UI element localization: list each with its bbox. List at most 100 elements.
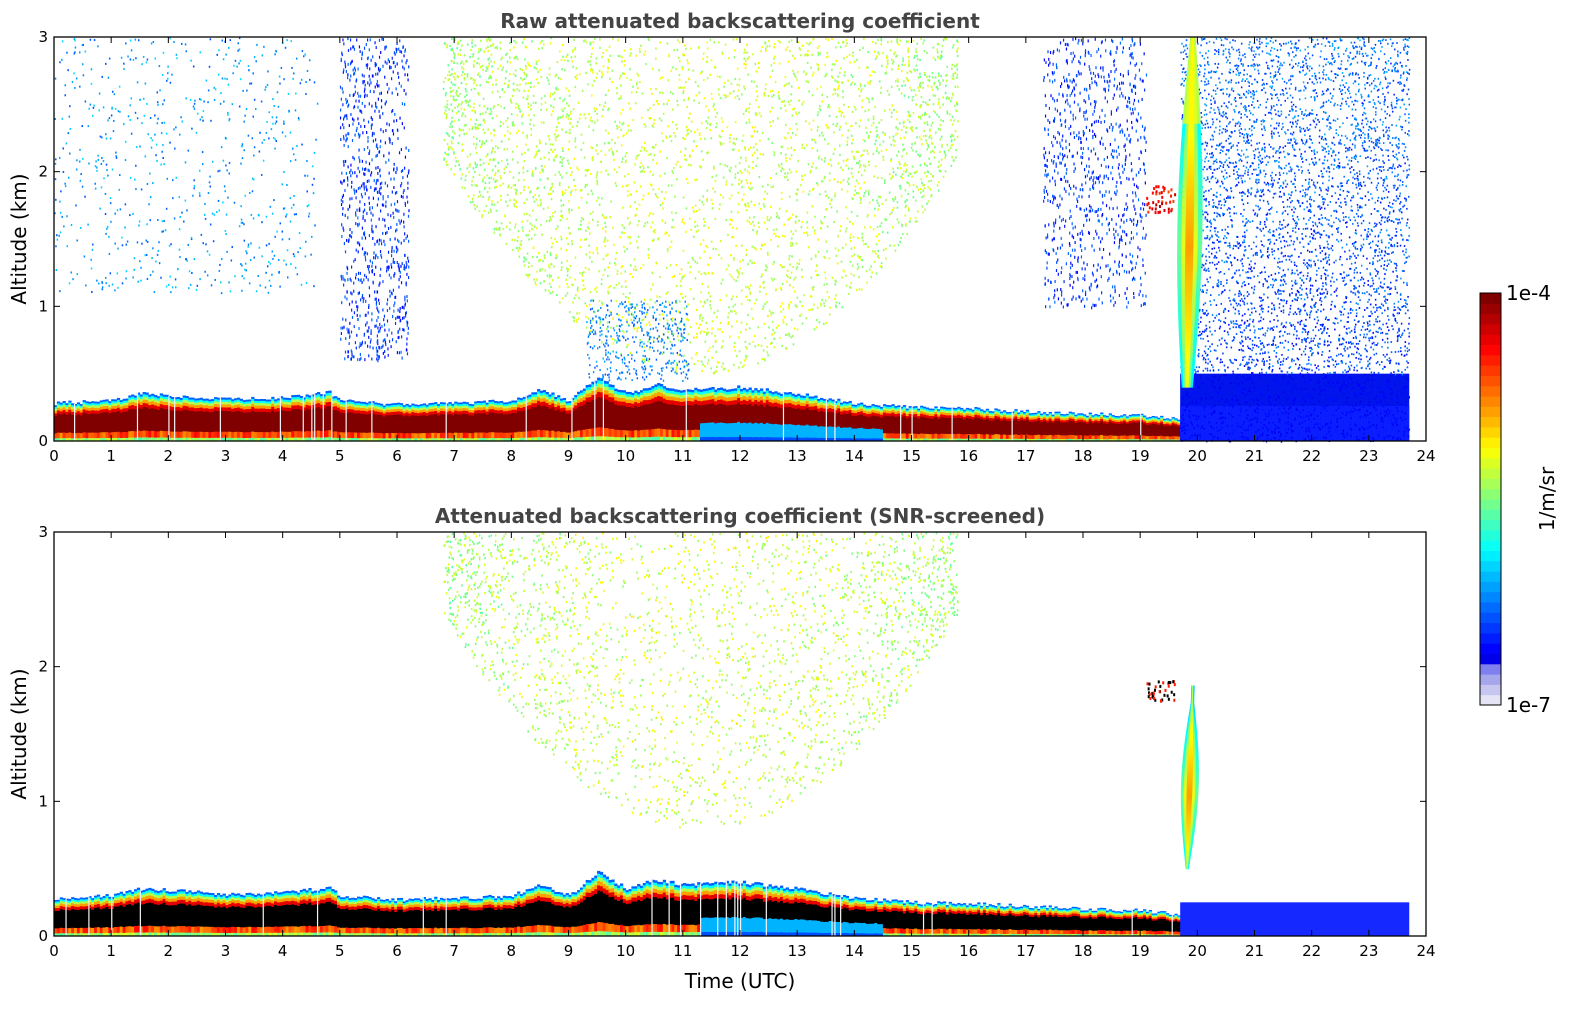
top-boundary-layer-cell	[1097, 438, 1101, 442]
top-aerosol-speckle	[513, 46, 515, 49]
top-boundary-layer-cell	[1151, 421, 1155, 424]
top-boundary-layer-cell	[111, 400, 115, 404]
top-aerosol-speckle	[689, 288, 692, 291]
top-boundary-layer-cell	[62, 401, 66, 403]
top-aerosol-speckle	[511, 150, 514, 153]
top-aerosol-speckle	[595, 290, 598, 293]
top-boundary-layer-cell	[194, 402, 198, 406]
top-boundary-layer-cell	[208, 431, 212, 438]
top-boundary-layer-cell	[402, 410, 406, 414]
top-boundary-layer-cell	[1168, 436, 1173, 440]
top-boundary-layer-cell	[276, 437, 281, 442]
top-boundary-layer-cell	[565, 405, 569, 408]
top-boundary-layer-cell	[1060, 435, 1064, 440]
top-boundary-layer-cell	[699, 391, 704, 395]
top-boundary-layer-cell	[76, 403, 81, 407]
top-boundary-layer-cell	[688, 394, 692, 398]
top-boundary-layer-cell	[517, 399, 521, 402]
top-boundary-layer-cell	[1057, 412, 1061, 415]
top-aerosol-speckle	[643, 358, 646, 361]
top-aerosol-speckle	[900, 236, 902, 240]
top-boundary-layer-cell	[1151, 415, 1155, 418]
top-boundary-layer-cell	[1171, 417, 1175, 419]
top-boundary-layer-cell	[1051, 415, 1055, 418]
top-boundary-layer-cell	[162, 437, 166, 442]
top-aerosol-speckle	[645, 150, 648, 153]
top-boundary-layer-cell	[514, 412, 518, 433]
top-boundary-layer-cell	[362, 403, 366, 406]
top-aerosol-speckle	[545, 108, 548, 111]
top-boundary-layer-cell	[1074, 418, 1078, 421]
top-boundary-layer-cell	[554, 406, 558, 411]
top-boundary-layer-cell	[1025, 409, 1030, 412]
top-boundary-layer-cell	[1028, 419, 1032, 422]
top-boundary-layer-cell	[477, 401, 481, 403]
top-boundary-layer-cell	[642, 396, 647, 401]
top-aerosol-speckle	[790, 171, 793, 174]
top-boundary-layer-cell	[1020, 413, 1024, 416]
top-boundary-layer-cell	[1065, 417, 1070, 421]
top-boundary-layer-cell	[740, 422, 744, 438]
top-boundary-layer-cell	[997, 418, 1001, 435]
top-boundary-layer-cell	[982, 415, 987, 418]
top-aerosol-speckle	[459, 92, 461, 96]
top-aerosol-speckle	[790, 146, 793, 149]
top-boundary-layer-cell	[674, 389, 678, 392]
top-aerosol-speckle	[828, 114, 831, 117]
top-boundary-layer-cell	[845, 401, 850, 404]
top-boundary-layer-cell	[225, 399, 229, 402]
top-aerosol-speckle	[777, 245, 779, 248]
top-boundary-layer-cell	[136, 392, 141, 395]
top-boundary-layer-cell	[880, 408, 884, 411]
top-aerosol-speckle	[620, 112, 622, 115]
top-boundary-layer-cell	[980, 412, 984, 415]
top-aerosol-speckle	[744, 87, 746, 91]
top-boundary-layer-cell	[557, 399, 561, 403]
top-aerosol-speckle	[734, 96, 736, 99]
top-boundary-layer-cell	[1031, 414, 1035, 416]
top-aerosol-speckle	[897, 166, 899, 170]
top-aerosol-speckle	[875, 252, 877, 255]
top-boundary-layer-cell	[74, 432, 78, 439]
top-boundary-layer-cell	[82, 409, 86, 413]
top-boundary-layer-cell	[1051, 420, 1055, 423]
top-boundary-layer-cell	[1031, 421, 1035, 436]
top-boundary-layer-cell	[488, 412, 492, 433]
top-boundary-layer-cell	[974, 433, 978, 439]
top-aerosol-speckle	[824, 271, 826, 274]
top-boundary-layer-cell	[454, 405, 458, 408]
top-aerosol-speckle	[900, 195, 903, 198]
top-aerosol-speckle	[550, 113, 553, 116]
top-boundary-layer-cell	[805, 393, 809, 396]
top-boundary-layer-cell	[219, 437, 224, 442]
top-boundary-layer-cell	[288, 401, 292, 405]
top-boundary-layer-cell	[920, 413, 924, 417]
top-aerosol-speckle	[928, 98, 931, 101]
top-boundary-layer-cell	[937, 409, 941, 411]
top-boundary-layer-cell	[648, 395, 652, 400]
top-boundary-layer-cell	[1131, 415, 1135, 417]
top-aerosol-speckle	[804, 120, 807, 123]
top-boundary-layer-cell	[902, 405, 907, 407]
top-aerosol-speckle	[647, 248, 650, 251]
top-boundary-layer-cell	[562, 397, 567, 401]
top-boundary-layer-cell	[79, 404, 83, 406]
top-boundary-layer-cell	[982, 417, 987, 421]
top-boundary-layer-cell	[697, 400, 701, 406]
top-boundary-layer-cell	[116, 437, 121, 442]
top-boundary-layer-cell	[1134, 416, 1138, 419]
top-aerosol-speckle	[846, 55, 848, 58]
top-boundary-layer-cell	[305, 437, 309, 442]
top-boundary-layer-cell	[428, 403, 432, 405]
top-boundary-layer-cell	[611, 384, 615, 388]
top-aerosol-speckle	[826, 290, 829, 294]
top-boundary-layer-cell	[517, 401, 521, 405]
top-aerosol-speckle	[807, 163, 810, 166]
top-boundary-layer-cell	[279, 402, 284, 407]
top-boundary-layer-cell	[908, 407, 912, 410]
top-aerosol-speckle	[503, 82, 506, 85]
top-aerosol-speckle	[447, 153, 450, 156]
top-boundary-layer-cell	[991, 438, 995, 442]
top-aerosol-speckle	[607, 173, 609, 176]
top-boundary-layer-cell	[454, 432, 458, 439]
